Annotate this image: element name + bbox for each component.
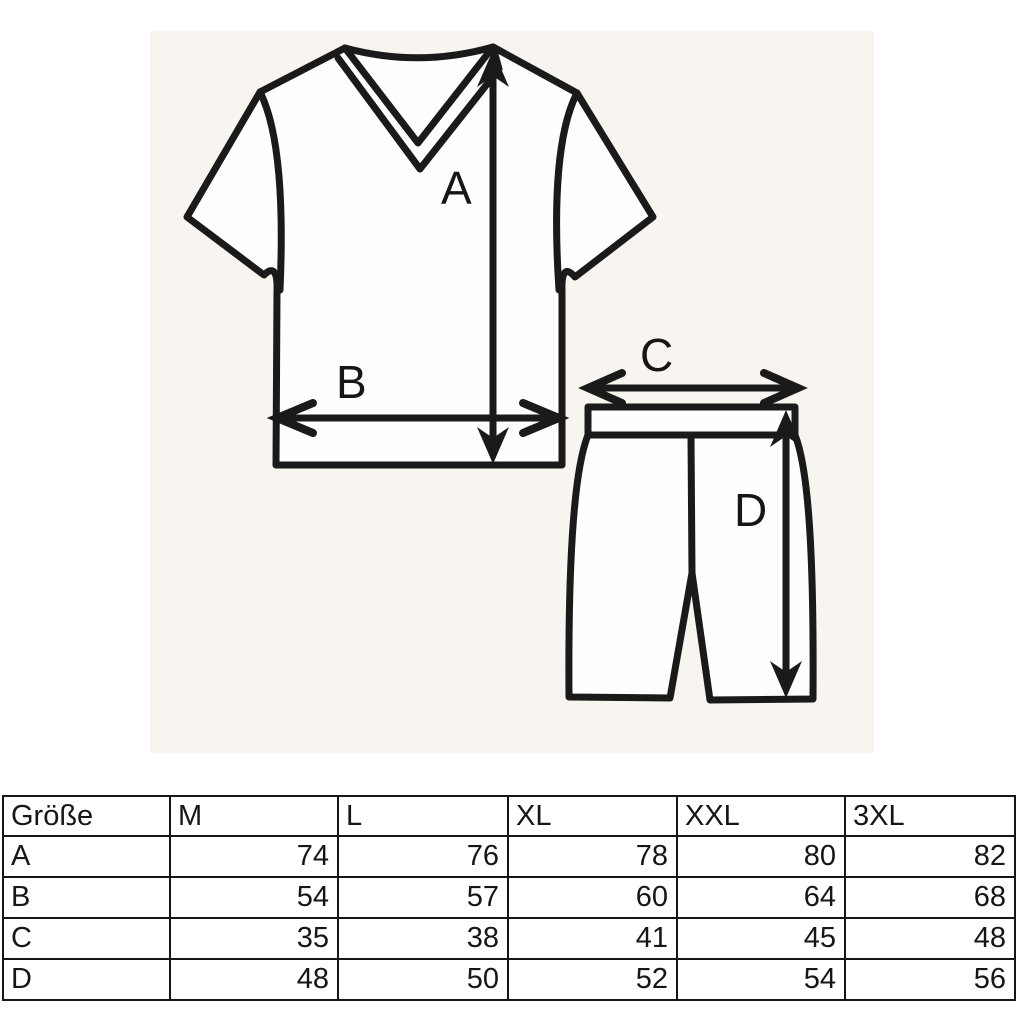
measurement-arrow-c (578, 369, 808, 407)
value-b-3xl: 68 (844, 876, 1016, 919)
measurement-arrow-a (477, 50, 509, 464)
value-a-xxl: 80 (676, 835, 846, 878)
tshirt-right-armhole-seam (553, 89, 581, 294)
measurement-arrow-d (770, 410, 802, 698)
value-d-m: 48 (169, 958, 339, 1001)
arrow-d-head-down (770, 661, 802, 698)
header-size-xl: XL (507, 795, 678, 837)
tshirt-drawing (183, 43, 657, 469)
arrow-a-head-down (477, 427, 509, 464)
value-c-3xl: 48 (844, 917, 1016, 960)
table-row-b: B 54 57 60 64 68 (2, 876, 1016, 919)
size-table-header-row: Größe M L XL XXL 3XL (2, 795, 1016, 837)
header-size-l: L (337, 795, 509, 837)
value-a-xl: 78 (507, 835, 678, 878)
row-label-a: A (2, 835, 171, 878)
arrow-d-head-up (770, 410, 802, 447)
arrow-b-head-left (266, 399, 317, 437)
value-c-l: 38 (337, 917, 509, 960)
value-a-l: 76 (337, 835, 509, 878)
value-c-xl: 41 (507, 917, 678, 960)
arrow-b-head-right (519, 399, 570, 437)
value-a-3xl: 82 (844, 835, 1016, 878)
value-b-xl: 60 (507, 876, 678, 919)
shorts-waistband (584, 403, 799, 439)
value-a-m: 74 (169, 835, 339, 878)
arrow-a-head-up (477, 50, 509, 87)
measurement-label-d: D (734, 484, 767, 536)
shorts-center-seam (687, 433, 696, 577)
table-row-c: C 35 38 41 45 48 (2, 917, 1016, 960)
tshirt-outline (183, 43, 657, 469)
row-label-b: B (2, 876, 171, 919)
header-size-3xl: 3XL (844, 795, 1016, 837)
value-b-xxl: 64 (676, 876, 846, 919)
arrow-c-head-left (578, 369, 626, 407)
header-size-xxl: XXL (676, 795, 846, 837)
measurement-label-b: B (336, 356, 367, 408)
value-d-xl: 52 (507, 958, 678, 1001)
value-d-3xl: 56 (844, 958, 1016, 1001)
value-b-m: 54 (169, 876, 339, 919)
row-label-c: C (2, 917, 171, 960)
size-table: Größe M L XL XXL 3XL A 74 76 78 80 82 B … (2, 795, 1016, 1001)
tshirt-left-armhole-seam (256, 88, 285, 294)
shorts-drawing (565, 403, 817, 704)
row-label-d: D (2, 958, 171, 1001)
tshirt-neck-opening (341, 43, 497, 147)
header-size-m: M (169, 795, 339, 837)
value-b-l: 57 (337, 876, 509, 919)
measurement-label-c: C (640, 329, 673, 381)
arrow-c-head-right (760, 369, 808, 407)
table-row-a: A 74 76 78 80 82 (2, 835, 1016, 878)
value-d-xxl: 54 (676, 958, 846, 1001)
table-row-d: D 48 50 52 54 56 (2, 958, 1016, 1001)
value-c-m: 35 (169, 917, 339, 960)
value-c-xxl: 45 (676, 917, 846, 960)
header-size-label: Größe (2, 795, 171, 837)
value-d-l: 50 (337, 958, 509, 1001)
measurement-arrow-b (266, 399, 570, 437)
measurement-label-a: A (441, 162, 472, 214)
